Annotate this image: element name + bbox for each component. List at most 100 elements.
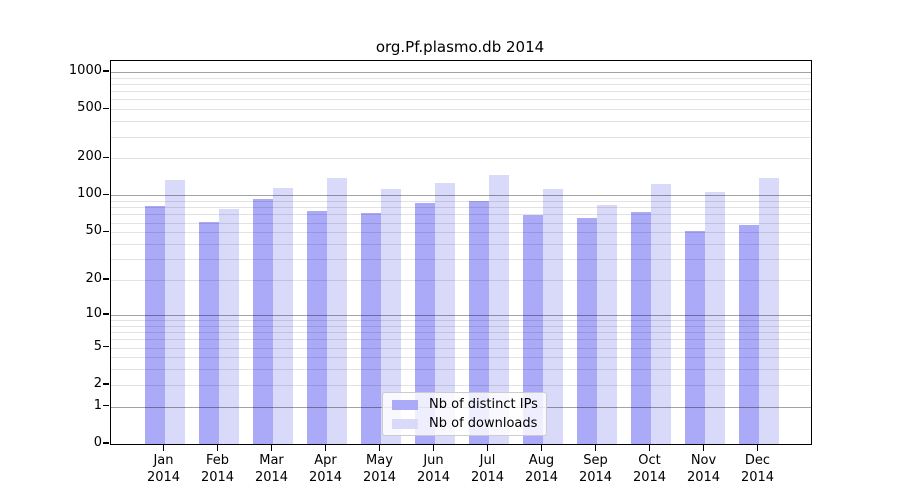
legend-swatch-distinct-ips — [392, 399, 418, 410]
x-tick-month: Sep — [583, 453, 608, 468]
legend-item-downloads: Nb of downloads — [383, 416, 546, 431]
minor-gridline-90 — [111, 201, 811, 203]
x-tick-oct — [648, 444, 651, 451]
y-tick-20 — [103, 278, 109, 280]
y-tick-label-20: 20 — [85, 271, 102, 287]
bar-distinct_ips-mar — [252, 198, 273, 444]
x-tick-label-may: May 2014 — [353, 452, 407, 486]
x-tick-sep — [594, 444, 597, 451]
y-tick-label-500: 500 — [77, 100, 102, 116]
x-tick-year: 2014 — [470, 470, 505, 485]
bar-downloads-jun — [434, 182, 455, 444]
minor-gridline-30 — [111, 259, 811, 261]
y-tick-100 — [103, 193, 109, 196]
x-tick-month: Jul — [479, 453, 496, 468]
minor-gridline-3 — [111, 369, 811, 371]
x-tick-month: May — [366, 453, 393, 468]
x-tick-month: Feb — [205, 453, 230, 468]
y-tick-1000 — [103, 70, 109, 72]
x-tick-month: Jun — [423, 453, 444, 468]
major-gridline-1000 — [111, 71, 811, 73]
x-tick-month: Oct — [638, 453, 661, 468]
minor-gridline-2 — [111, 384, 811, 386]
y-tick-500 — [103, 107, 109, 109]
x-tick-year: 2014 — [254, 470, 289, 485]
bar-downloads-aug — [542, 189, 563, 444]
y-tick-label-5: 5 — [93, 338, 102, 354]
x-tick-month: Mar — [259, 453, 284, 468]
legend-label-downloads: Nb of downloads — [429, 416, 538, 431]
bar-downloads-oct — [650, 183, 671, 444]
y-tick-label-50: 50 — [85, 223, 102, 239]
bar-downloads-jan — [164, 179, 185, 444]
bar-distinct_ips-dec — [738, 225, 759, 444]
minor-gridline-800 — [111, 83, 811, 85]
minor-gridline-4 — [111, 357, 811, 359]
x-tick-year: 2014 — [524, 470, 559, 485]
bar-downloads-nov — [704, 192, 725, 444]
x-tick-year: 2014 — [686, 470, 721, 485]
x-tick-year: 2014 — [416, 470, 451, 485]
x-tick-label-aug: Aug 2014 — [515, 452, 569, 486]
x-tick-year: 2014 — [308, 470, 343, 485]
minor-gridline-400 — [111, 121, 811, 123]
minor-gridline-70 — [111, 214, 811, 216]
x-tick-month: Aug — [528, 453, 555, 468]
major-gridline-10 — [111, 314, 811, 316]
minor-gridline-60 — [111, 222, 811, 224]
x-tick-label-jan: Jan 2014 — [137, 452, 191, 486]
x-tick-jul — [486, 444, 489, 451]
minor-gridline-50 — [111, 232, 811, 234]
legend-item-distinct-ips: Nb of distinct IPs — [383, 397, 546, 412]
x-tick-label-jun: Jun 2014 — [407, 452, 461, 486]
minor-gridline-9 — [111, 320, 811, 321]
y-tick-label-10: 10 — [85, 305, 102, 321]
y-tick-50 — [103, 230, 109, 232]
y-tick-label-0: 0 — [93, 435, 102, 450]
major-gridline-100 — [111, 195, 811, 197]
bar-distinct_ips-jun — [414, 202, 435, 444]
bar-downloads-jul — [488, 175, 509, 444]
y-tick-label-2: 2 — [93, 375, 102, 391]
x-tick-year: 2014 — [146, 470, 181, 485]
x-tick-may — [378, 444, 381, 451]
y-tick-label-1: 1 — [93, 397, 102, 413]
minor-gridline-500 — [111, 109, 811, 111]
x-tick-year: 2014 — [578, 470, 613, 485]
x-tick-label-feb: Feb 2014 — [191, 452, 245, 486]
bar-distinct_ips-jul — [468, 201, 489, 444]
plot-area — [110, 60, 812, 445]
x-tick-label-nov: Nov 2014 — [677, 452, 731, 486]
minor-gridline-20 — [111, 280, 811, 282]
y-tick-2 — [103, 383, 109, 385]
x-tick-jan — [162, 444, 165, 451]
bar-downloads-feb — [218, 208, 239, 444]
legend-swatch-downloads — [392, 418, 418, 429]
minor-gridline-6 — [111, 339, 811, 341]
minor-gridline-40 — [111, 244, 811, 245]
x-tick-feb — [216, 444, 219, 451]
y-tick-label-1000: 1000 — [68, 62, 102, 78]
y-tick-label-100: 100 — [77, 186, 102, 202]
bar-downloads-apr — [326, 178, 347, 444]
minor-gridline-200 — [111, 158, 811, 160]
minor-gridline-80 — [111, 207, 811, 209]
bar-distinct_ips-may — [360, 212, 381, 444]
x-tick-label-oct: Oct 2014 — [623, 452, 677, 486]
minor-gridline-300 — [111, 136, 811, 138]
bar-distinct_ips-feb — [198, 221, 219, 444]
chart-title: org.Pf.plasmo.db 2014 — [375, 38, 545, 56]
x-tick-nov — [702, 444, 705, 451]
minor-gridline-700 — [111, 91, 811, 93]
bar-distinct_ips-nov — [684, 231, 705, 444]
bar-distinct_ips-jan — [144, 206, 165, 444]
minor-gridline-5 — [111, 347, 811, 349]
x-tick-label-mar: Mar 2014 — [245, 452, 299, 486]
x-tick-label-sep: Sep 2014 — [569, 452, 623, 486]
x-tick-mar — [270, 444, 273, 451]
minor-gridline-8 — [111, 325, 811, 327]
x-tick-dec — [756, 444, 759, 451]
x-tick-aug — [540, 444, 543, 451]
x-tick-label-apr: Apr 2014 — [299, 452, 353, 486]
